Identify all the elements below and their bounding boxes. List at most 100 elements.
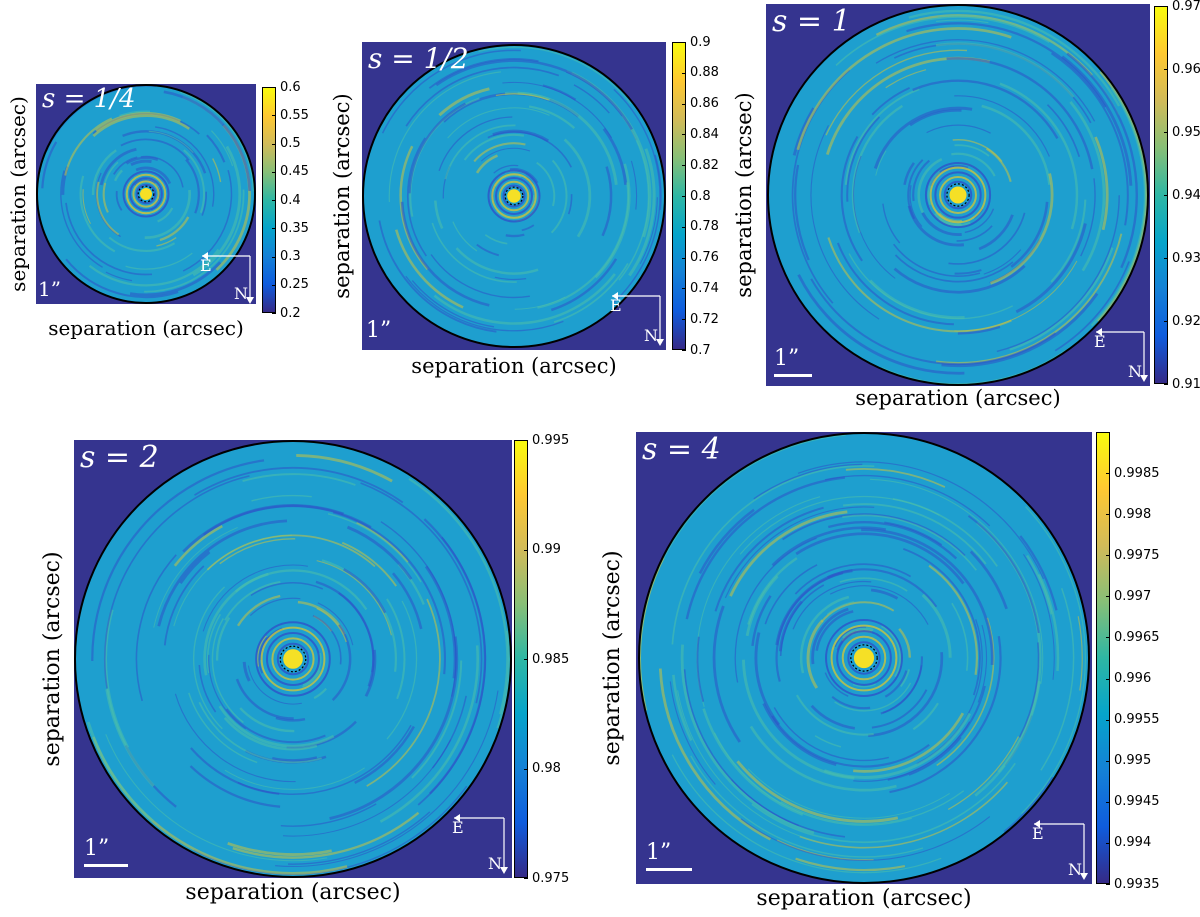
speckle-arc — [594, 163, 631, 279]
speckle-arc — [537, 182, 630, 309]
colorbar-tick-mark — [272, 228, 276, 230]
colorbar-tick-mark — [1164, 69, 1168, 70]
speckle-arc — [104, 161, 119, 184]
star-core — [140, 188, 152, 200]
speckle-arc — [810, 704, 855, 730]
speckle-arc — [951, 152, 996, 177]
colorbar-tick-label: 0.9975 — [1114, 547, 1160, 563]
speckle-arc — [829, 585, 929, 625]
speckle-arc — [202, 564, 308, 632]
speckle-arc — [96, 181, 120, 236]
speckle-arc — [218, 705, 335, 748]
speckle-arc — [820, 601, 895, 623]
speckle-arc — [256, 635, 267, 667]
speckle-arc — [814, 735, 842, 748]
star-core — [283, 649, 303, 669]
speckle-arc — [313, 687, 328, 700]
speckle-arc — [969, 550, 1008, 610]
inner-ring — [122, 170, 170, 218]
speckle-arc — [1090, 87, 1147, 327]
colorbar-tick-mark — [1106, 719, 1110, 721]
speckle-arc — [411, 660, 463, 779]
speckle-arc — [225, 708, 326, 744]
speckle-arc — [431, 222, 517, 283]
speckle-arc — [484, 234, 508, 245]
speckle-arc — [1009, 247, 1114, 351]
speckle-arc — [129, 261, 222, 297]
speckle-arc — [740, 816, 991, 861]
inner-ring — [924, 161, 992, 229]
speckle-arc — [868, 652, 944, 738]
colorbar-tick-label: 0.997 — [1114, 588, 1152, 604]
speckle-arc — [1021, 506, 1087, 815]
speckle-arc — [406, 137, 427, 257]
speckle-arc — [381, 49, 521, 134]
colorbar-tick-label: 0.84 — [690, 126, 719, 142]
speckle-arc — [810, 278, 1057, 366]
x-axis-label: separation (arcsec) — [411, 354, 617, 378]
speckle-arc — [892, 243, 981, 277]
speckle-arc — [797, 461, 1045, 580]
speckle-arc — [836, 242, 954, 326]
speckle-arc — [208, 654, 247, 730]
speckle-arc — [447, 107, 550, 139]
speckle-arc — [796, 27, 1012, 151]
speckle-arc — [102, 182, 109, 213]
speckle-arc — [811, 607, 849, 665]
speckle-arc — [113, 156, 138, 175]
speckle-arc — [654, 154, 662, 210]
compass-east-label: E — [610, 296, 622, 315]
speckle-arc — [108, 236, 176, 252]
speckle-arc — [823, 712, 972, 779]
speckle-arc — [495, 93, 549, 101]
speckle-arc — [900, 669, 910, 688]
speckle-arc — [724, 506, 875, 599]
compass-east-label: E — [1032, 824, 1044, 843]
speckle-arc — [848, 253, 1014, 320]
colorbar-tick-mark — [272, 200, 276, 201]
compass-north-label: N — [1068, 860, 1082, 879]
colorbar-tick-mark — [1106, 473, 1110, 475]
speckle-arc — [1046, 104, 1081, 158]
speckle-arc — [211, 618, 244, 724]
speckle-arc — [835, 16, 1050, 67]
speckle-arc — [842, 514, 977, 571]
colorbar-tick-mark — [1164, 321, 1168, 322]
colorbar-tick-mark — [524, 549, 528, 551]
speckle-arc — [316, 607, 347, 643]
speckle-arc — [179, 91, 255, 192]
speckle-arc — [894, 254, 1014, 283]
speckle-arc — [92, 114, 190, 138]
speckle-arc — [194, 466, 404, 504]
speckle-arc — [912, 159, 930, 202]
speckle-arc — [179, 551, 211, 585]
speckle-arc — [1015, 223, 1087, 314]
speckle-arc — [463, 133, 525, 161]
colorbar-tick-mark — [1164, 195, 1168, 196]
colorbar-tick-label: 0.72 — [690, 311, 719, 327]
speckle-arc — [125, 156, 159, 165]
mask-ring — [850, 644, 878, 672]
speckle-arc — [41, 141, 58, 189]
speckle-arc — [480, 147, 531, 162]
speckle-arc — [827, 521, 958, 560]
inner-ring — [132, 180, 160, 208]
y-axis-label: separation (arcsec) — [600, 550, 625, 766]
speckle-arc — [1023, 554, 1055, 680]
speckle-arc — [135, 554, 177, 702]
speckle-arc — [86, 721, 154, 823]
speckle-arc — [871, 689, 928, 729]
colorbar-tick-mark — [1164, 132, 1168, 133]
speckle-arc — [272, 756, 318, 762]
speckle-arc — [696, 636, 705, 703]
speckle-arc — [824, 474, 991, 527]
colorbar-tick-label: 0.9985 — [1114, 465, 1160, 481]
speckle-arc — [948, 212, 1026, 265]
colorbar-tick-label: 0.9 — [690, 34, 711, 50]
speckle-arc — [386, 598, 406, 700]
speckle-arc — [408, 102, 466, 194]
speckle-arc — [188, 692, 258, 764]
speckle-arc — [731, 779, 799, 827]
inner-ring — [487, 169, 541, 223]
